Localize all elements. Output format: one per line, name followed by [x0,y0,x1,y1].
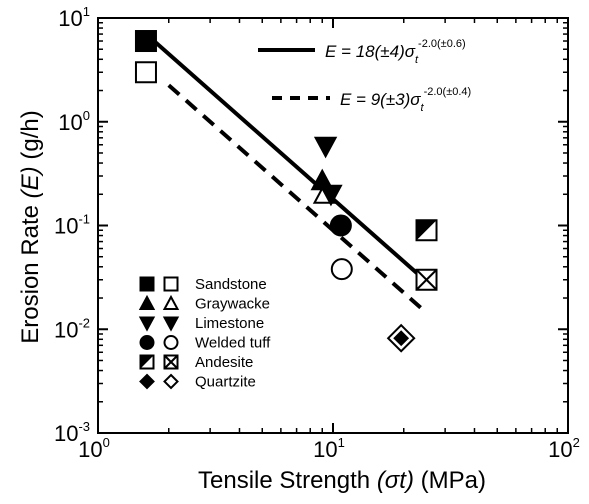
sandstone-filled-point [134,30,157,53]
minor-ticks [98,18,568,433]
y-tick-label: 101 [58,4,90,31]
limestone-open-point [319,184,343,207]
legend-label-sandstone: Sandstone [195,276,267,293]
tick-labels: 100 101 102 10-3 10-2 10-1 100 101 [54,4,580,462]
legend-marker-sandstone-open [163,276,179,292]
quartzite-filled-point [393,330,410,347]
legend-label-limestone: Limestone [195,315,264,332]
legend-marker-graywacke-filled [138,294,156,311]
legend-marker-sandstone-filled [139,276,155,292]
legend-label-quartzite: Quartzite [195,374,256,391]
legend: Sandstone Graywacke Limestone Welded tuff An… [138,276,271,391]
x-tick-label: 100 [78,435,110,462]
x-axis-label: Tensile Strength [198,467,370,494]
y-axis-unit: (g/h) [17,110,44,159]
legend-label-andesite: Andesite [195,354,253,371]
y-tick-label: 10-3 [54,419,90,446]
fit-legend: E = 18(±4)σt-2.0(±0.6) E = 9(±3)σt-2.0(±0… [258,38,471,114]
y-tick-label: 100 [58,108,90,135]
legend-marker-limestone-filled [138,316,156,332]
welded-tuff-open-point [330,258,353,281]
y-tick-label: 10-2 [54,315,90,342]
data-markers [134,30,438,353]
x-tick-label: 101 [313,435,345,462]
x-tick-label: 102 [548,435,580,462]
sandstone-open-point [134,61,157,84]
welded-tuff-filled-point [329,214,352,237]
y-tick-label: 10-1 [54,212,90,239]
x-axis-symbol: (σt) [377,467,414,494]
legend-marker-andesite-filled-fill [140,355,154,369]
fit-equation-dashed: E = 9(±3)σt-2.0(±0.4) [340,86,471,114]
legend-marker-quartzite-filled [139,373,155,390]
legend-marker-quartzite-open [163,373,179,390]
fit-lines [144,32,428,315]
fit-line-solid [144,32,428,284]
legend-marker-andesite-open-cross [163,354,179,370]
y-axis-title: Erosion Rate (E) (g/h) [17,110,44,343]
andesite-filled-point-fill [416,220,437,241]
fit-equation-solid: E = 18(±4)σt-2.0(±0.6) [325,38,466,66]
andesite-open-point-cross [415,269,438,291]
legend-marker-graywacke-open [162,294,180,311]
limestone-filled-point [313,136,338,159]
x-axis-title: Tensile Strength (σt) (MPa) [198,467,486,494]
y-axis-symbol: (E) [17,166,44,198]
fit-line-dashed [167,83,428,315]
legend-label-welded-tuff: Welded tuff [195,335,271,352]
legend-marker-limestone-open [162,316,180,332]
y-axis-label: Erosion Rate [17,205,44,344]
legend-marker-welded-tuff-filled [139,335,155,350]
legend-label-graywacke: Graywacke [195,296,270,313]
x-axis-unit: (MPa) [421,467,486,494]
legend-marker-welded-tuff-open [163,335,179,350]
major-ticks [97,17,569,434]
